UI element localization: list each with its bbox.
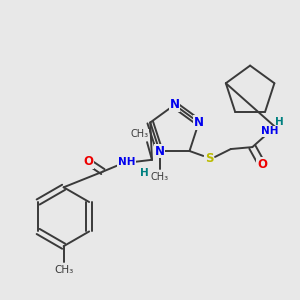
Text: S: S: [205, 152, 213, 165]
Text: O: O: [257, 158, 267, 171]
Text: N: N: [169, 98, 179, 111]
Text: H: H: [275, 117, 284, 127]
Text: H: H: [140, 168, 148, 178]
Text: CH₃: CH₃: [151, 172, 169, 182]
Text: NH: NH: [261, 126, 279, 136]
Text: N: N: [194, 116, 204, 129]
Text: CH₃: CH₃: [54, 265, 73, 275]
Text: N: N: [154, 145, 164, 158]
Text: CH₃: CH₃: [130, 129, 148, 139]
Text: NH: NH: [118, 157, 135, 167]
Text: O: O: [83, 155, 93, 168]
